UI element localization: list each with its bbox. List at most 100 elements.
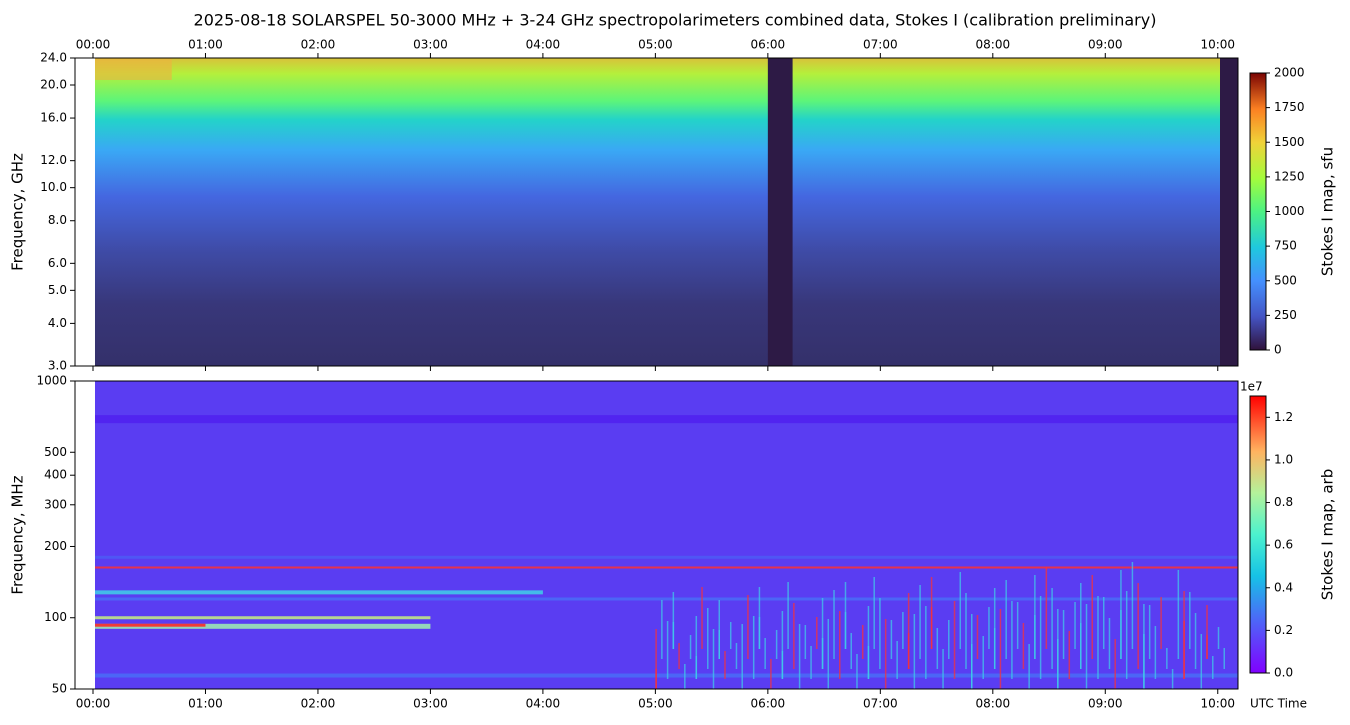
heatmap-burst <box>856 654 858 689</box>
heatmap-burst <box>816 617 818 649</box>
heatmap-stripe <box>94 415 1239 424</box>
x-tick-label-top: 06:00 <box>751 38 786 52</box>
heatmap-burst <box>747 595 749 659</box>
heatmap-stripe <box>94 623 206 627</box>
heatmap-burst <box>752 616 755 679</box>
heatmap-stripe <box>94 616 431 620</box>
heatmap-burst <box>1034 575 1036 659</box>
heatmap-stripe <box>94 566 1239 569</box>
y-tick-label: 400 <box>44 468 67 482</box>
heatmap-burst <box>1045 567 1048 649</box>
heatmap-burst <box>672 592 675 649</box>
x-tick-label: 00:00 <box>76 697 111 711</box>
heatmap-burst <box>1016 602 1019 649</box>
heatmap-burst <box>1177 570 1180 659</box>
heatmap-burst <box>1171 669 1174 689</box>
y-tick-label: 12.0 <box>40 153 67 167</box>
heatmap-burst <box>884 619 887 689</box>
heatmap-burst <box>1102 597 1105 649</box>
heatmap-burst <box>1189 592 1191 649</box>
colorbar <box>1249 395 1267 674</box>
x-tick-label: 04:00 <box>526 697 561 711</box>
y-tick-label: 6.0 <box>48 256 67 270</box>
y-tick-label: 24.0 <box>40 51 67 65</box>
heatmap-burst <box>661 600 663 659</box>
y-tick-label: 1000 <box>36 374 67 388</box>
heatmap-burst <box>839 611 841 679</box>
y-tick-label: 16.0 <box>40 111 67 125</box>
heatmap-stripe <box>94 590 543 595</box>
heatmap-burst <box>793 603 795 669</box>
heatmap-burst <box>850 633 852 669</box>
data-gap <box>767 58 793 366</box>
colorbar-tick-label: 500 <box>1274 273 1297 287</box>
colorbar-label: Stokes I map, arb <box>1319 469 1337 600</box>
heatmap-burst <box>1160 597 1162 649</box>
colorbar-tick-label: 1000 <box>1274 204 1305 218</box>
x-tick-label-top: 10:00 <box>1200 38 1235 52</box>
heatmap-burst <box>1200 634 1203 689</box>
x-tick-label-top: 00:00 <box>76 38 111 52</box>
heatmap-burst <box>930 607 933 649</box>
heatmap-burst <box>1194 613 1197 669</box>
x-tick-label: 01:00 <box>188 697 223 711</box>
y-axis-label: Frequency, GHz <box>9 153 27 271</box>
plot-frame <box>74 380 1239 690</box>
heatmap-burst <box>1062 610 1065 659</box>
colorbar-tick-label: 1.2 <box>1274 410 1293 424</box>
y-tick-label: 50 <box>52 682 67 696</box>
x-tick-label: 03:00 <box>413 697 448 711</box>
heatmap-burst <box>1005 580 1007 659</box>
heatmap-burst <box>718 630 720 659</box>
colorbar-tick-label: 250 <box>1274 308 1297 322</box>
heatmap-burst <box>890 620 893 659</box>
heatmap-burst <box>741 624 743 689</box>
heatmap-burst <box>1154 626 1157 679</box>
colorbar-offset: 1e7 <box>1240 380 1263 394</box>
heatmap-burst <box>1166 648 1168 669</box>
heatmap-burst <box>695 616 698 679</box>
x-tick-label: 09:00 <box>1088 697 1123 711</box>
x-axis-label: UTC Time <box>1250 697 1307 711</box>
heatmap-image <box>94 381 1239 689</box>
x-tick-label-top: 03:00 <box>413 38 448 52</box>
heatmap-burst <box>1057 639 1059 689</box>
x-tick-label-top: 04:00 <box>526 38 561 52</box>
heatmap-burst <box>861 625 864 659</box>
x-tick-label-top: 09:00 <box>1088 38 1123 52</box>
heatmap-burst <box>1051 588 1053 669</box>
data-gap <box>1220 58 1238 366</box>
heatmap-burst <box>993 588 996 669</box>
y-tick-label: 200 <box>44 539 67 553</box>
heatmap-burst <box>936 628 939 669</box>
heatmap-burst <box>942 649 944 689</box>
heatmap-burst <box>787 582 789 649</box>
heatmap-burst <box>1080 583 1082 669</box>
heatmap-burst <box>701 587 703 649</box>
colorbar-tick-label: 0.4 <box>1274 580 1293 594</box>
x-tick-label-top: 01:00 <box>188 38 223 52</box>
x-tick-label: 10:00 <box>1200 697 1235 711</box>
heatmap-burst <box>678 643 680 669</box>
heatmap-burst <box>844 612 847 649</box>
heatmap-burst <box>867 606 870 679</box>
heatmap-burst <box>959 572 962 649</box>
heatmap-burst <box>1085 604 1088 689</box>
colorbar-tick-label: 0.8 <box>1274 495 1293 509</box>
heatmap-burst <box>672 622 675 649</box>
heatmap-burst <box>707 608 709 669</box>
heatmap-burst <box>1068 631 1071 679</box>
colorbar-tick-label: 0.0 <box>1274 666 1293 680</box>
x-tick-label-top: 02:00 <box>301 38 336 52</box>
heatmap-burst <box>965 593 967 669</box>
colorbar-label: Stokes I map, sfu <box>1319 147 1337 276</box>
heatmap-burst <box>1206 635 1208 659</box>
heatmap-stripe <box>94 555 1239 559</box>
heatmap-burst <box>724 651 726 679</box>
heatmap-burst <box>810 646 812 679</box>
heatmap-stripe <box>94 597 1239 601</box>
y-axis-label: Frequency, MHz <box>9 475 27 594</box>
heatmap-burst <box>655 629 657 689</box>
heatmap-image <box>94 58 1239 366</box>
